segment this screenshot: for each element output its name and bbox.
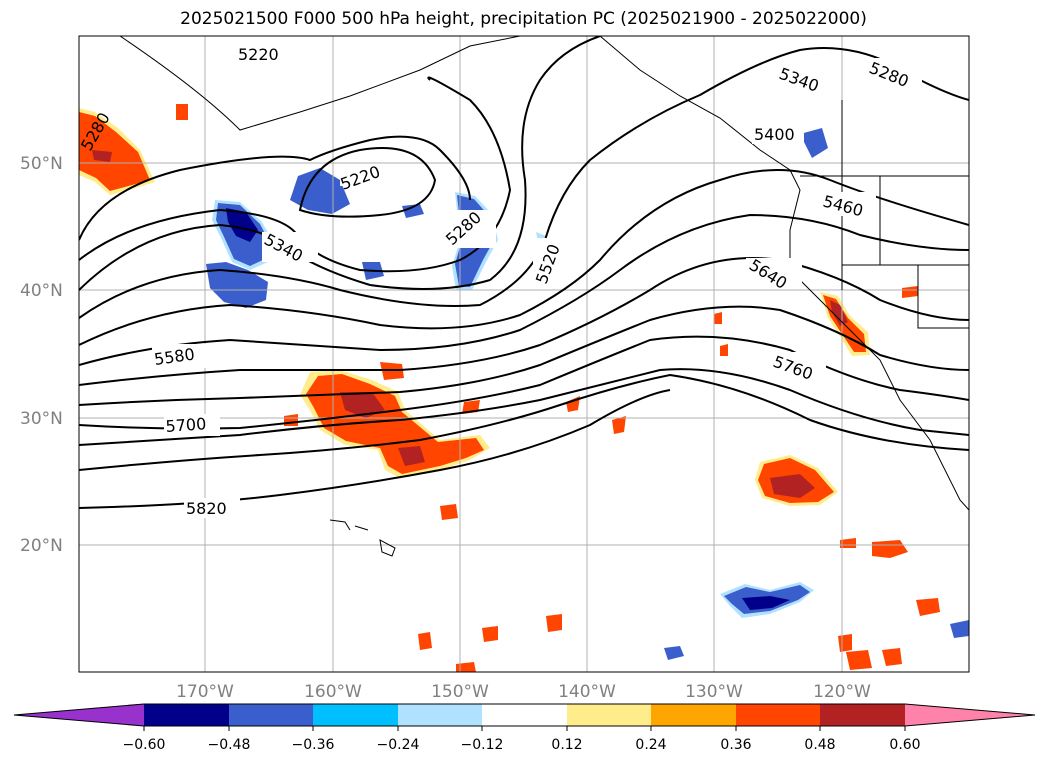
map-area <box>79 36 969 672</box>
lon-label-170w: 170°W <box>176 682 234 702</box>
contour-label: 5400 <box>754 125 795 144</box>
colorbar-extend-high <box>905 704 1035 726</box>
colorbar-tick-label: −0.24 <box>377 737 420 753</box>
lon-label-160w: 160°W <box>304 682 362 702</box>
colorbar-tick-label: −0.36 <box>292 737 335 753</box>
map-frame <box>78 35 970 673</box>
colorbar-tick-label: 0.36 <box>720 737 751 753</box>
colorbar-tick-label: 0.60 <box>889 737 920 753</box>
lon-label-140w: 140°W <box>558 682 616 702</box>
contour-label: 5220 <box>238 45 279 64</box>
lat-label-30n: 30°N <box>20 409 63 429</box>
colorbar-segment <box>398 704 482 726</box>
lon-label-150w: 150°W <box>431 682 489 702</box>
lat-label-50n: 50°N <box>20 154 63 174</box>
map-title: 2025021500 F000 500 hPa height, precipit… <box>180 9 867 29</box>
colorbar-tick-label: 0.12 <box>551 737 582 753</box>
colorbar-tick-label: −0.60 <box>123 737 166 753</box>
colorbar-tick-label: 0.24 <box>635 737 666 753</box>
lon-label-120w: 120°W <box>813 682 871 702</box>
colorbar-segment <box>651 704 736 726</box>
colorbar-segment <box>313 704 398 726</box>
lon-label-130w: 130°W <box>685 682 743 702</box>
latitude-labels: 50°N 40°N 30°N 20°N <box>20 154 63 556</box>
colorbar-segment <box>820 704 905 726</box>
colorbar-segment <box>482 704 567 726</box>
colorbar-extend-low <box>14 704 144 726</box>
longitude-labels: 170°W 160°W 150°W 140°W 130°W 120°W <box>176 682 871 702</box>
colorbar-ticks <box>143 726 906 731</box>
colorbar-segment <box>229 704 313 726</box>
colorbar-segment <box>144 704 229 726</box>
contour-labels: 5220 5340 5280 5220 5340 5280 5520 5400 … <box>77 44 922 518</box>
precip-positive-areas <box>79 104 940 672</box>
colorbar-segment <box>567 704 651 726</box>
lat-label-20n: 20°N <box>20 536 63 556</box>
colorbar-tick-label: 0.48 <box>804 737 835 753</box>
contour-label: 5820 <box>186 499 227 518</box>
lat-label-40n: 40°N <box>20 281 63 301</box>
colorbar-segment <box>736 704 820 726</box>
contour-label: 5700 <box>165 414 207 436</box>
colorbar: −0.60 −0.48 −0.36 −0.24 −0.12 0.12 0.24 … <box>13 703 1036 753</box>
colorbar-tick-label: −0.48 <box>208 737 251 753</box>
colorbar-tick-label: −0.12 <box>461 737 504 753</box>
